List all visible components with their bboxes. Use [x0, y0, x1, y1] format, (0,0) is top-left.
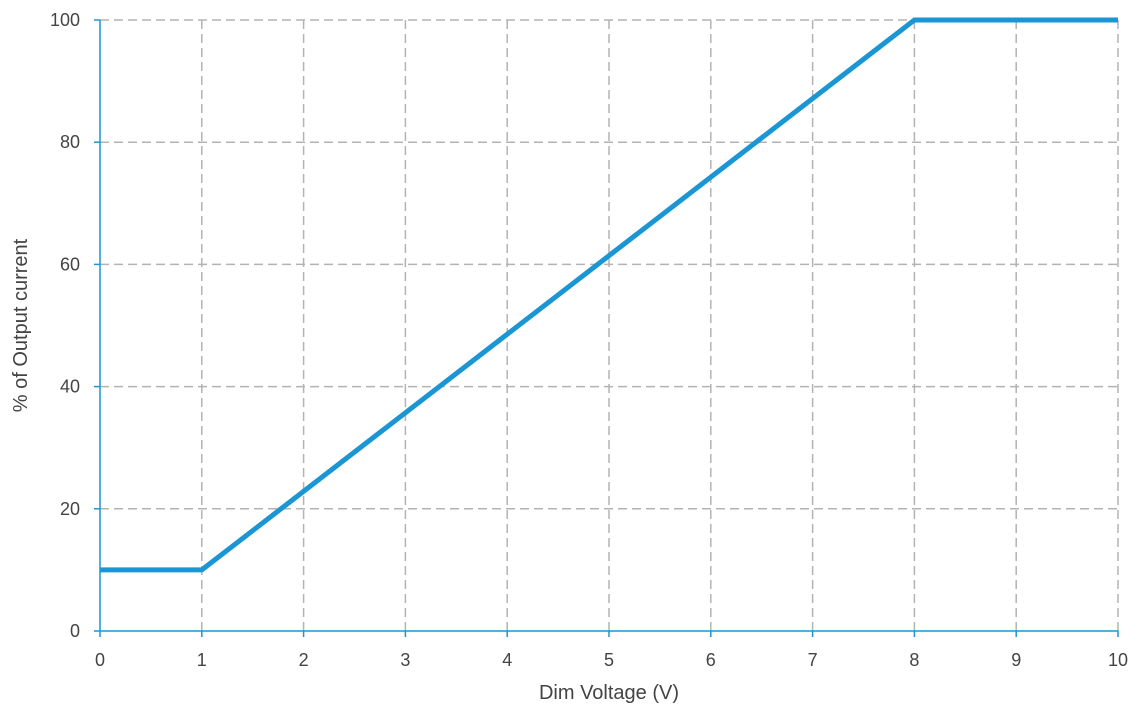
series-line — [100, 17, 1118, 573]
plot-area — [100, 17, 1118, 573]
x-tick-label: 6 — [706, 650, 716, 670]
x-tick-label: 1 — [197, 650, 207, 670]
x-tick-label: 9 — [1011, 650, 1021, 670]
axes — [94, 19, 1119, 637]
y-tick-label: 0 — [70, 621, 80, 641]
x-tick-label: 10 — [1108, 650, 1128, 670]
x-axis-title: Dim Voltage (V) — [539, 682, 679, 704]
y-axis-title: % of Output current — [10, 238, 32, 412]
y-tick-label: 20 — [60, 499, 80, 519]
x-tick-label: 8 — [909, 650, 919, 670]
y-tick-label: 100 — [50, 10, 80, 30]
y-tick-label: 80 — [60, 132, 80, 152]
x-tick-label: 7 — [808, 650, 818, 670]
x-tick-label: 5 — [604, 650, 614, 670]
x-tick-label: 0 — [95, 650, 105, 670]
y-tick-label: 40 — [60, 377, 80, 397]
x-tick-label: 2 — [299, 650, 309, 670]
x-tick-label: 3 — [400, 650, 410, 670]
x-tick-label: 4 — [502, 650, 512, 670]
grid — [100, 19, 1119, 631]
y-tick-label: 60 — [60, 254, 80, 274]
